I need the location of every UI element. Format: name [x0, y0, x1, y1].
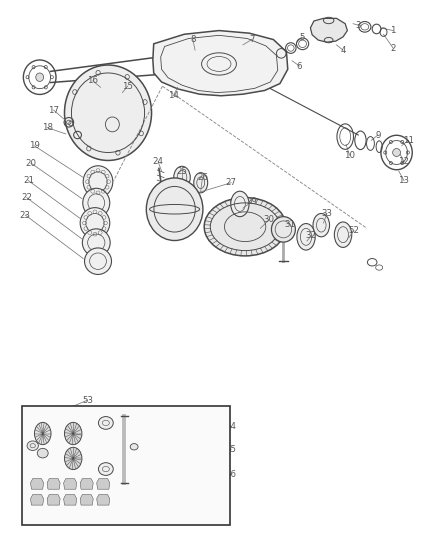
Text: 54: 54	[226, 422, 237, 431]
Text: 19: 19	[28, 141, 39, 150]
Ellipse shape	[80, 208, 110, 238]
Polygon shape	[64, 495, 77, 505]
Text: 2: 2	[390, 44, 396, 53]
Text: 24: 24	[152, 157, 163, 166]
Text: 16: 16	[87, 76, 98, 85]
Ellipse shape	[37, 448, 48, 458]
Ellipse shape	[64, 422, 82, 445]
Ellipse shape	[82, 229, 110, 256]
Text: 33: 33	[321, 209, 332, 218]
Text: 3: 3	[356, 21, 361, 30]
Ellipse shape	[130, 443, 138, 450]
Text: 30: 30	[264, 215, 275, 224]
Text: 27: 27	[226, 178, 237, 187]
Text: 13: 13	[399, 176, 410, 185]
Ellipse shape	[27, 441, 39, 450]
Text: 53: 53	[82, 395, 93, 405]
Text: 25: 25	[177, 166, 187, 175]
Text: 20: 20	[25, 159, 36, 167]
Ellipse shape	[35, 422, 51, 445]
Polygon shape	[311, 18, 347, 42]
Text: 26: 26	[197, 173, 208, 182]
Ellipse shape	[334, 222, 352, 247]
Polygon shape	[31, 495, 44, 505]
Polygon shape	[97, 495, 110, 505]
Text: 6: 6	[297, 62, 302, 70]
Text: 14: 14	[168, 91, 179, 100]
Polygon shape	[31, 479, 44, 489]
Bar	[22, 406, 230, 525]
Text: 15: 15	[122, 82, 133, 91]
Ellipse shape	[272, 216, 295, 242]
Text: 18: 18	[42, 123, 53, 132]
Ellipse shape	[297, 223, 315, 250]
Text: 31: 31	[284, 220, 295, 229]
Text: 9: 9	[375, 131, 381, 140]
Ellipse shape	[160, 193, 170, 204]
Polygon shape	[47, 495, 60, 505]
Text: 56: 56	[226, 470, 237, 479]
Polygon shape	[153, 30, 288, 96]
Ellipse shape	[64, 65, 152, 160]
Ellipse shape	[160, 214, 170, 225]
Polygon shape	[80, 495, 93, 505]
Ellipse shape	[231, 191, 249, 216]
Text: 55: 55	[226, 445, 237, 454]
Text: 5: 5	[299, 33, 304, 42]
Text: 52: 52	[348, 226, 360, 235]
Text: 10: 10	[344, 151, 355, 160]
Text: 17: 17	[48, 106, 59, 115]
Ellipse shape	[194, 173, 208, 193]
Ellipse shape	[204, 198, 286, 256]
Text: 21: 21	[23, 176, 34, 185]
Polygon shape	[80, 479, 93, 489]
Ellipse shape	[83, 166, 113, 198]
Ellipse shape	[180, 214, 189, 225]
Ellipse shape	[64, 447, 82, 470]
Ellipse shape	[392, 149, 400, 157]
Text: 4: 4	[340, 46, 346, 55]
Ellipse shape	[180, 193, 189, 204]
Ellipse shape	[99, 463, 113, 475]
Text: 23: 23	[20, 211, 31, 220]
Ellipse shape	[146, 178, 203, 240]
Ellipse shape	[99, 417, 113, 429]
Ellipse shape	[83, 188, 110, 217]
Text: 29: 29	[246, 197, 257, 206]
Text: 12: 12	[399, 157, 410, 166]
Text: 32: 32	[306, 231, 317, 240]
Text: 22: 22	[21, 193, 32, 202]
Ellipse shape	[313, 214, 329, 237]
Polygon shape	[64, 479, 77, 489]
Text: 11: 11	[403, 136, 414, 145]
Polygon shape	[97, 479, 110, 489]
Ellipse shape	[36, 73, 44, 82]
Ellipse shape	[85, 248, 112, 274]
Text: 8: 8	[190, 35, 196, 44]
Polygon shape	[47, 479, 60, 489]
Text: 7: 7	[249, 35, 254, 44]
Ellipse shape	[174, 166, 190, 189]
Text: 1: 1	[390, 26, 396, 35]
